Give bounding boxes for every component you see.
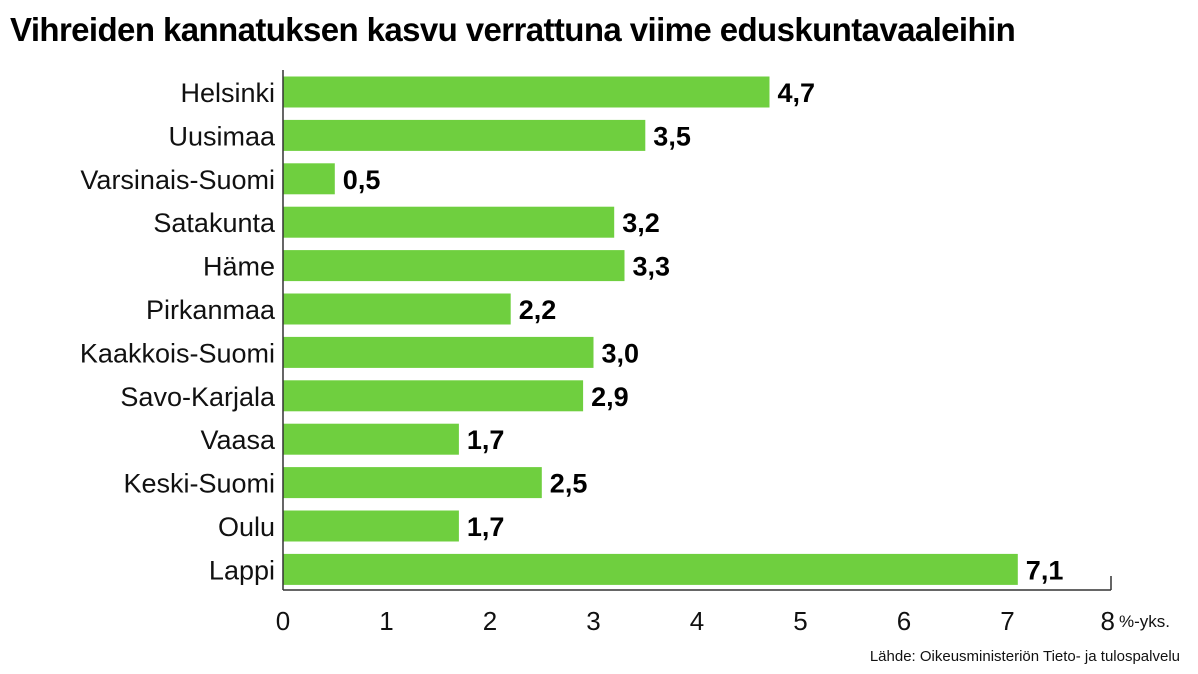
x-tick-label-3: 3 <box>586 606 600 636</box>
bar-8 <box>283 423 459 455</box>
x-tick-label-7: 7 <box>1000 606 1014 636</box>
value-label-4: 3,3 <box>633 252 671 282</box>
bar-10 <box>283 510 459 542</box>
category-label-2: Varsinais-Suomi <box>80 165 275 195</box>
bar-2 <box>283 163 335 195</box>
x-tick-label-8: 8 <box>1101 606 1115 636</box>
x-tick-label-2: 2 <box>483 606 497 636</box>
category-label-6: Kaakkois-Suomi <box>80 338 275 368</box>
source-note: Lähde: Oikeusministeriön Tieto- ja tulos… <box>869 648 1180 665</box>
labels-layer: Helsinki 4,7 Uusimaa 3,5 Varsinais-Suomi 0,5 S… <box>80 78 1063 585</box>
x-tick-label-1: 1 <box>379 606 393 636</box>
category-label-1: Uusimaa <box>168 121 276 151</box>
x-tick-label-0: 0 <box>276 606 290 636</box>
category-label-7: Savo-Karjala <box>120 382 276 412</box>
value-label-7: 2,9 <box>591 382 629 412</box>
value-label-10: 1,7 <box>467 512 505 542</box>
category-label-5: Pirkanmaa <box>146 295 276 325</box>
x-tick-label-5: 5 <box>793 606 807 636</box>
value-label-8: 1,7 <box>467 425 505 455</box>
bar-6 <box>283 336 594 368</box>
x-axis-unit-label: %-yks. <box>1119 612 1170 631</box>
bar-0 <box>283 76 770 108</box>
category-label-10: Oulu <box>218 512 275 542</box>
category-label-9: Keski-Suomi <box>123 469 275 499</box>
bar-9 <box>283 467 542 499</box>
value-label-1: 3,5 <box>653 121 691 151</box>
value-label-3: 3,2 <box>622 208 660 238</box>
chart-title: Vihreiden kannatuksen kasvu verrattuna v… <box>10 11 1016 48</box>
category-label-8: Vaasa <box>200 425 276 455</box>
value-label-0: 4,7 <box>778 78 816 108</box>
axes-layer: 0 1 2 3 4 5 6 7 8 %-yks. <box>276 70 1170 636</box>
bar-1 <box>283 119 646 151</box>
category-label-3: Satakunta <box>153 208 276 238</box>
value-label-6: 3,0 <box>602 338 640 368</box>
value-label-5: 2,2 <box>519 295 557 325</box>
bar-11 <box>283 553 1018 585</box>
x-tick-label-6: 6 <box>897 606 911 636</box>
bar-3 <box>283 206 615 238</box>
category-label-4: Häme <box>203 252 275 282</box>
bar-4 <box>283 250 625 282</box>
bar-5 <box>283 293 511 325</box>
bars-layer <box>283 76 1018 585</box>
bar-7 <box>283 380 584 412</box>
x-tick-label-4: 4 <box>690 606 704 636</box>
category-label-11: Lappi <box>209 555 275 585</box>
category-label-0: Helsinki <box>180 78 275 108</box>
value-label-2: 0,5 <box>343 165 381 195</box>
value-label-9: 2,5 <box>550 469 588 499</box>
value-label-11: 7,1 <box>1026 555 1064 585</box>
